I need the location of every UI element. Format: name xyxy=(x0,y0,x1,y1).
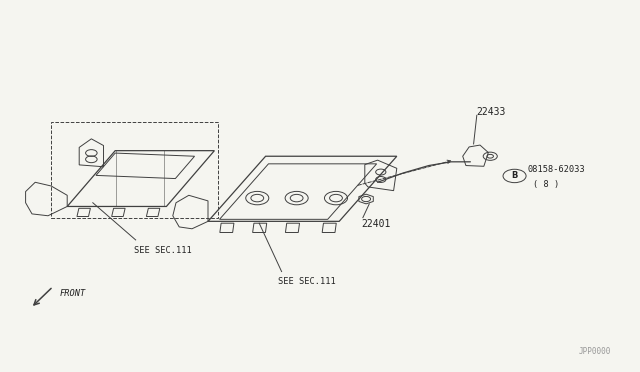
Text: JPP0000: JPP0000 xyxy=(579,347,611,356)
Text: FRONT: FRONT xyxy=(60,289,86,298)
Text: 22433: 22433 xyxy=(477,107,506,117)
Text: 22401: 22401 xyxy=(362,219,391,230)
Text: B: B xyxy=(511,171,518,180)
Text: SEE SEC.111: SEE SEC.111 xyxy=(134,246,192,254)
Text: 08158-62033: 08158-62033 xyxy=(528,165,586,174)
Text: ( 8 ): ( 8 ) xyxy=(533,180,559,189)
Text: SEE SEC.111: SEE SEC.111 xyxy=(278,277,336,286)
